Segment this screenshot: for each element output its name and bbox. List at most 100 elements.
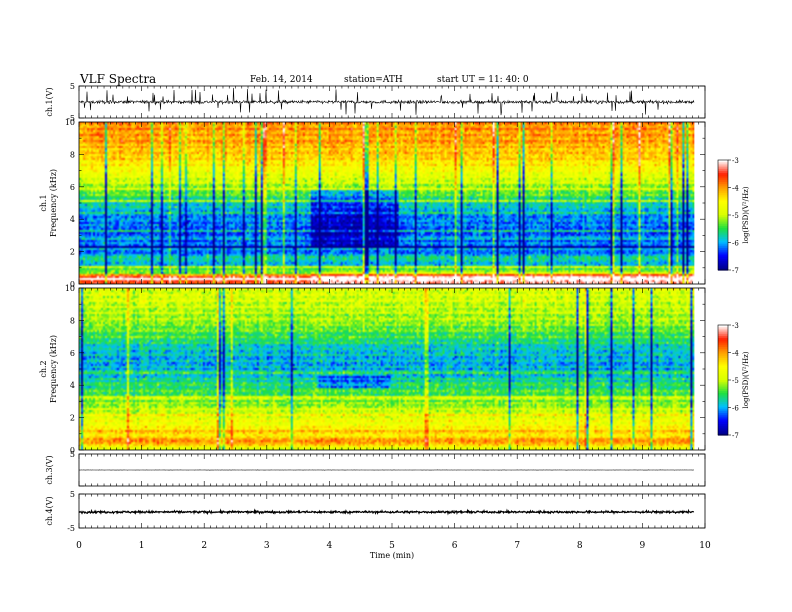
- y-axis-label: Frequency (kHz): [49, 335, 58, 403]
- x-tick-label: 7: [514, 541, 520, 551]
- colorbar-swatch: [718, 367, 728, 370]
- colorbar-swatch: [718, 189, 728, 192]
- colorbar-swatch: [718, 381, 728, 385]
- y-tick-label: 4: [70, 381, 75, 390]
- colorbar-swatch: [718, 253, 728, 256]
- colorbar-ch2s: [717, 324, 731, 436]
- colorbar-tick-label: -3: [732, 322, 739, 330]
- panel-ch4v: [78, 493, 706, 529]
- x-tick-label: 1: [139, 541, 145, 551]
- colorbar-swatch: [718, 376, 728, 379]
- colorbar-swatch: [718, 433, 728, 436]
- colorbar-swatch: [718, 196, 728, 200]
- colorbar-swatch: [718, 248, 728, 251]
- colorbar-swatch: [718, 224, 728, 227]
- colorbar-swatch: [718, 339, 728, 343]
- colorbar-swatch: [718, 213, 728, 216]
- colorbar-swatch: [718, 400, 728, 403]
- colorbar-swatch: [718, 216, 728, 220]
- colorbar-swatch: [718, 341, 728, 344]
- colorbar-swatch: [718, 325, 728, 328]
- y-axis-label: ch.1: [39, 194, 48, 211]
- colorbar-label: log(PSD)(V²/Hz): [742, 351, 750, 408]
- y-tick-label: 8: [70, 316, 75, 325]
- colorbar-swatch: [718, 431, 728, 434]
- colorbar-swatch: [718, 343, 728, 346]
- colorbar-swatch: [718, 429, 728, 432]
- colorbar-swatch: [718, 246, 728, 249]
- colorbar-swatch: [718, 171, 728, 174]
- start-time-label: start UT = 11: 40: 0: [437, 75, 529, 85]
- colorbar-swatch: [718, 187, 728, 190]
- colorbar-swatch: [718, 358, 728, 361]
- y-tick-label: -5: [67, 524, 75, 533]
- colorbar-tick-label: -7: [732, 432, 739, 440]
- colorbar-swatch: [718, 372, 728, 376]
- colorbar-swatch: [718, 427, 728, 431]
- y-axis-label: Frequency (kHz): [49, 169, 58, 237]
- x-tick-label: 2: [201, 541, 207, 551]
- colorbar-swatch: [718, 411, 728, 414]
- colorbar-swatch: [718, 389, 728, 392]
- colorbar-swatch: [718, 174, 728, 178]
- y-tick-label: 2: [70, 248, 75, 257]
- colorbar-swatch: [718, 169, 728, 172]
- colorbar-swatch: [718, 264, 728, 267]
- colorbar-swatch: [718, 183, 728, 187]
- colorbar-swatch: [718, 160, 728, 163]
- colorbar-tick-label: -6: [732, 240, 739, 248]
- colorbar-swatch: [718, 383, 728, 387]
- colorbar-tick-label: -4: [732, 185, 739, 193]
- x-tick-label: 0: [76, 541, 82, 551]
- colorbar-swatch: [718, 334, 728, 337]
- colorbar-swatch: [718, 414, 728, 418]
- colorbar-swatch: [718, 198, 728, 201]
- colorbar-swatch: [718, 380, 728, 383]
- colorbar-tick-label: -6: [732, 405, 739, 413]
- colorbar-swatch: [718, 352, 728, 355]
- colorbar-tick-label: -5: [732, 377, 739, 385]
- colorbar-swatch: [718, 365, 728, 368]
- trace-ch1v: [78, 87, 695, 116]
- colorbar-swatch: [718, 347, 728, 350]
- colorbar-swatch: [718, 345, 728, 348]
- colorbar-swatch: [718, 326, 728, 330]
- y-tick-label: 10: [65, 118, 75, 127]
- colorbar-swatch: [718, 233, 728, 236]
- colorbar-swatch: [718, 182, 728, 185]
- colorbar-swatch: [718, 405, 728, 409]
- y-tick-label: 2: [70, 414, 75, 423]
- panel-ch3v: [78, 453, 706, 487]
- colorbar-swatch: [718, 422, 728, 425]
- colorbar-swatch: [718, 356, 728, 359]
- y-tick-label: -5: [67, 114, 75, 123]
- colorbar-swatch: [718, 385, 728, 388]
- date-label: Feb. 14, 2014: [250, 75, 313, 85]
- colorbar-swatch: [718, 363, 728, 366]
- colorbar-swatch: [718, 205, 728, 209]
- panel-ch2s: [78, 287, 706, 451]
- colorbar-swatch: [718, 194, 728, 198]
- y-tick-label: 4: [70, 215, 75, 224]
- x-tick-label: 9: [640, 541, 646, 551]
- colorbar-swatch: [718, 255, 728, 258]
- colorbar-swatch: [718, 202, 728, 205]
- colorbar-swatch: [718, 204, 728, 207]
- colorbar-swatch: [718, 328, 728, 332]
- colorbar-swatch: [718, 402, 728, 405]
- x-axis-label: Time (min): [370, 551, 414, 560]
- colorbar-swatch: [718, 237, 728, 240]
- colorbar-tick-label: -7: [732, 267, 739, 275]
- colorbar-swatch: [718, 161, 728, 165]
- colorbar-swatch: [718, 220, 728, 223]
- colorbar-swatch: [718, 354, 728, 357]
- colorbar-tick-label: -5: [732, 212, 739, 220]
- colorbar-swatch: [718, 330, 728, 333]
- colorbar-swatch: [718, 211, 728, 214]
- colorbar-swatch: [718, 361, 728, 365]
- colorbar-swatch: [718, 425, 728, 429]
- colorbar-swatch: [718, 374, 728, 377]
- colorbar-ch1s: [717, 159, 731, 271]
- colorbar-swatch: [718, 392, 728, 396]
